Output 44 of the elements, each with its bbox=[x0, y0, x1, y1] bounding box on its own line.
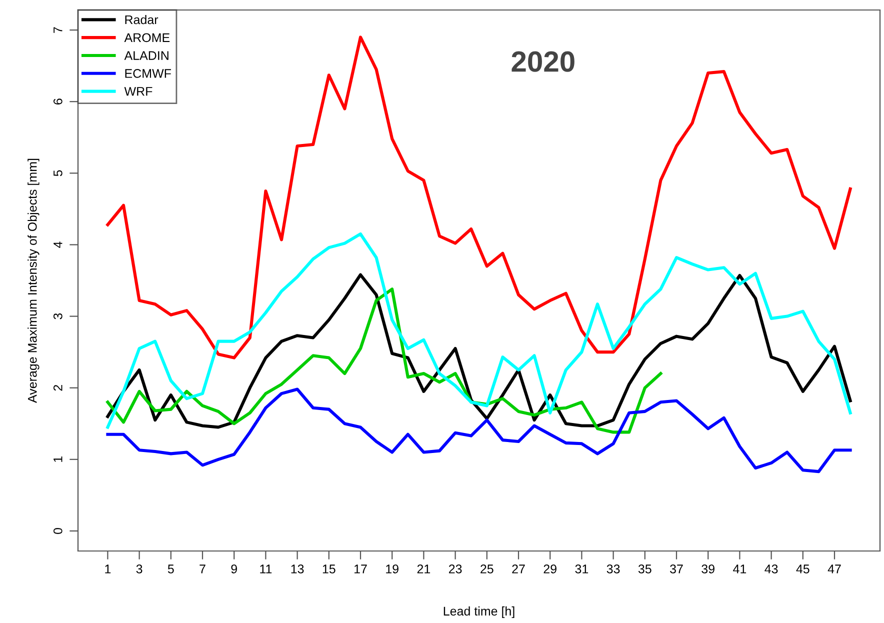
x-tick-label: 37 bbox=[670, 564, 683, 574]
x-tick-label: 7 bbox=[200, 564, 206, 574]
x-tick-label: 31 bbox=[575, 564, 588, 574]
x-tick-label: 25 bbox=[480, 564, 494, 574]
x-tick-label: 17 bbox=[354, 564, 367, 574]
legend-label: ECMWF bbox=[125, 69, 171, 78]
y-tick-label: 0 bbox=[53, 528, 62, 534]
x-axis-title: Lead time [h] bbox=[444, 606, 514, 618]
x-tick-label: 33 bbox=[606, 564, 620, 574]
x-tick-label: 3 bbox=[136, 564, 142, 574]
x-tick-label: 13 bbox=[291, 564, 304, 574]
legend-label: WRF bbox=[124, 87, 152, 96]
line-series bbox=[106, 232, 852, 429]
x-tick-label: 29 bbox=[544, 564, 556, 574]
x-tick-label: 39 bbox=[702, 564, 714, 574]
x-tick-label: 5 bbox=[168, 564, 174, 574]
x-tick-label: 41 bbox=[733, 564, 746, 574]
line-series bbox=[106, 388, 852, 474]
x-tick-label: 9 bbox=[231, 564, 237, 574]
x-tick-label: 1 bbox=[105, 564, 111, 574]
x-tick-label: 27 bbox=[512, 564, 525, 574]
legend-label: Radar bbox=[125, 15, 158, 24]
line-series bbox=[106, 273, 852, 429]
x-tick-label: 19 bbox=[386, 564, 398, 574]
y-tick-label: 5 bbox=[54, 170, 62, 176]
x-tick-label: 45 bbox=[796, 564, 810, 574]
x-tick-label: 47 bbox=[828, 564, 841, 574]
x-tick-label: 21 bbox=[417, 564, 430, 574]
y-tick-label: 3 bbox=[53, 313, 62, 320]
y-tick-label: 1 bbox=[54, 456, 62, 462]
y-tick-label: 6 bbox=[53, 98, 62, 104]
x-tick-label: 11 bbox=[260, 564, 272, 574]
y-axis-title: Average Maximum Intensity of Objects [mm] bbox=[28, 158, 40, 403]
line-series bbox=[106, 288, 662, 434]
legend-label: AROME bbox=[124, 33, 170, 42]
x-tick-label: 43 bbox=[764, 564, 778, 574]
y-tick-label: 2 bbox=[53, 384, 62, 391]
text: 2020 bbox=[512, 51, 574, 72]
x-tick-label: 15 bbox=[322, 564, 336, 574]
x-tick-label: 35 bbox=[638, 564, 652, 574]
y-tick-label: 7 bbox=[54, 27, 62, 33]
x-tick-label: 23 bbox=[448, 564, 462, 574]
y-tick-label: 4 bbox=[54, 242, 62, 248]
legend-label: ALADIN bbox=[124, 51, 168, 60]
